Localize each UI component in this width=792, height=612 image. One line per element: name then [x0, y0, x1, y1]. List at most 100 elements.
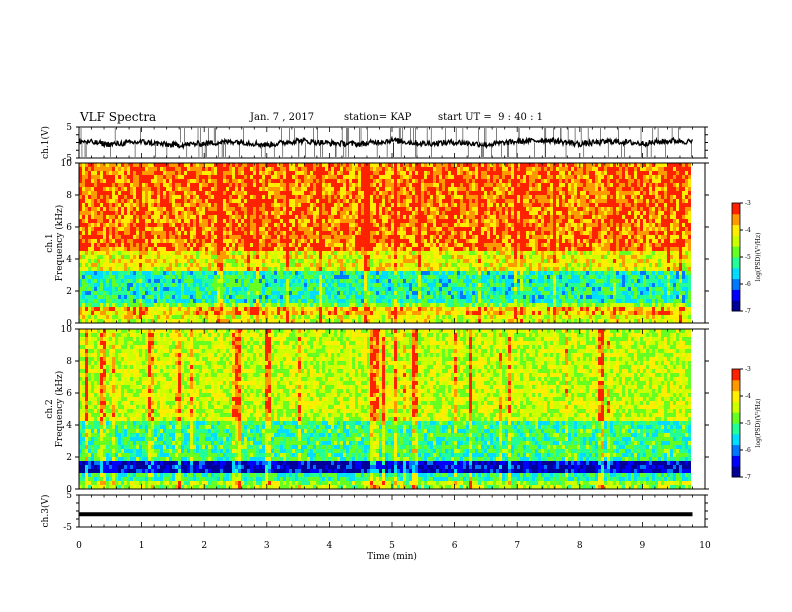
- spectrogram-cell: [196, 279, 199, 283]
- spectrogram-cell: [274, 235, 277, 239]
- spectrogram-cell: [334, 315, 337, 319]
- spectrogram-cell: [130, 183, 133, 187]
- spectrogram-cell: [346, 259, 349, 263]
- spectrogram-cell: [229, 315, 232, 319]
- spectrogram-cell: [205, 299, 208, 303]
- spectrogram-cell: [340, 199, 343, 203]
- spectrogram-cell: [295, 275, 298, 279]
- spectrogram-cell: [250, 295, 253, 299]
- spectrogram-cell: [370, 171, 373, 175]
- spectrogram-cell: [385, 243, 388, 247]
- spectrogram-cell: [211, 311, 214, 315]
- spectrogram-cell: [202, 199, 205, 203]
- spectrogram-cell: [343, 267, 346, 271]
- spectrogram-cell: [190, 171, 193, 175]
- spectrogram-cell: [343, 199, 346, 203]
- spectrogram-cell: [403, 203, 406, 207]
- spectrogram-cell: [142, 235, 145, 239]
- spectrogram-cell: [295, 167, 298, 171]
- spectrogram-cell: [409, 211, 412, 215]
- spectrogram-cell: [220, 283, 223, 287]
- spectrogram-cell: [109, 215, 112, 219]
- spectrogram-cell: [202, 247, 205, 251]
- spectrogram-cell: [451, 287, 454, 291]
- spectrogram-cell: [334, 283, 337, 287]
- spectrogram-cell: [274, 231, 277, 235]
- spectrogram-cell: [184, 175, 187, 179]
- spectrogram-cell: [394, 219, 397, 223]
- spectrogram-cell: [352, 179, 355, 183]
- spectrogram-cell: [115, 307, 118, 311]
- spectrogram-cell: [385, 179, 388, 183]
- spectrogram-cell: [355, 295, 358, 299]
- spectrogram-cell: [193, 215, 196, 219]
- spectrogram-cell: [184, 207, 187, 211]
- spectrogram-cell: [97, 231, 100, 235]
- spectrogram-cell: [406, 291, 409, 295]
- spectrogram-cell: [451, 163, 454, 167]
- spectrogram-cell: [406, 259, 409, 263]
- spectrogram-cell: [265, 239, 268, 243]
- spectrogram-cell: [250, 195, 253, 199]
- spectrogram-cell: [436, 167, 439, 171]
- spectrogram-cell: [205, 207, 208, 211]
- spectrogram-cell: [403, 259, 406, 263]
- spectrogram-cell: [319, 223, 322, 227]
- spectrogram-cell: [301, 203, 304, 207]
- spectrogram-cell: [127, 191, 130, 195]
- spectrogram-cell: [292, 187, 295, 191]
- spectrogram-cell: [370, 243, 373, 247]
- spectrogram-cell: [346, 195, 349, 199]
- spectrogram-cell: [391, 171, 394, 175]
- spectrogram-cell: [106, 199, 109, 203]
- spectrogram-cell: [115, 227, 118, 231]
- spectrogram-cell: [217, 167, 220, 171]
- spectrogram-cell: [274, 271, 277, 275]
- spectrogram-cell: [190, 295, 193, 299]
- spectrogram-cell: [397, 283, 400, 287]
- spectrogram-cell: [397, 239, 400, 243]
- spectrogram-cell: [298, 255, 301, 259]
- spectrogram-cell: [334, 219, 337, 223]
- spectrogram-cell: [409, 191, 412, 195]
- spectrogram-cell: [286, 191, 289, 195]
- spectrogram-cell: [121, 195, 124, 199]
- spectrogram-cell: [316, 271, 319, 275]
- spectrogram-cell: [82, 199, 85, 203]
- spectrogram-cell: [382, 311, 385, 315]
- spectrogram-cell: [361, 267, 364, 271]
- spectrogram-cell: [118, 247, 121, 251]
- spectrogram-cell: [286, 267, 289, 271]
- spectrogram-cell: [445, 263, 448, 267]
- spectrogram-cell: [358, 219, 361, 223]
- spectrogram-cell: [250, 219, 253, 223]
- spectrogram-cell: [310, 259, 313, 263]
- spectrogram-cell: [211, 279, 214, 283]
- spectrogram-cell: [328, 219, 331, 223]
- spectrogram-cell: [232, 191, 235, 195]
- spectrogram-cell: [268, 255, 271, 259]
- spectrogram-cell: [379, 223, 382, 227]
- spectrogram-cell: [328, 183, 331, 187]
- spectrogram-cell: [433, 271, 436, 275]
- spectrogram-cell: [430, 215, 433, 219]
- spectrogram-cell: [145, 291, 148, 295]
- spectrogram-cell: [130, 263, 133, 267]
- spectrogram-cell: [430, 171, 433, 175]
- spectrogram-cell: [370, 163, 373, 167]
- spectrogram-cell: [286, 175, 289, 179]
- spectrogram-cell: [271, 203, 274, 207]
- spectrogram-cell: [325, 315, 328, 319]
- spectrogram-cell: [289, 215, 292, 219]
- spectrogram-cell: [82, 319, 85, 323]
- spectrogram-cell: [331, 279, 334, 283]
- spectrogram-cell: [250, 199, 253, 203]
- spectrogram-cell: [208, 271, 211, 275]
- spectrogram-cell: [355, 303, 358, 307]
- spectrogram-cell: [256, 215, 259, 219]
- spectrogram-cell: [415, 199, 418, 203]
- spectrogram-cell: [214, 199, 217, 203]
- spectrogram-cell: [106, 247, 109, 251]
- spectrogram-cell: [88, 171, 91, 175]
- spectrogram-cell: [220, 307, 223, 311]
